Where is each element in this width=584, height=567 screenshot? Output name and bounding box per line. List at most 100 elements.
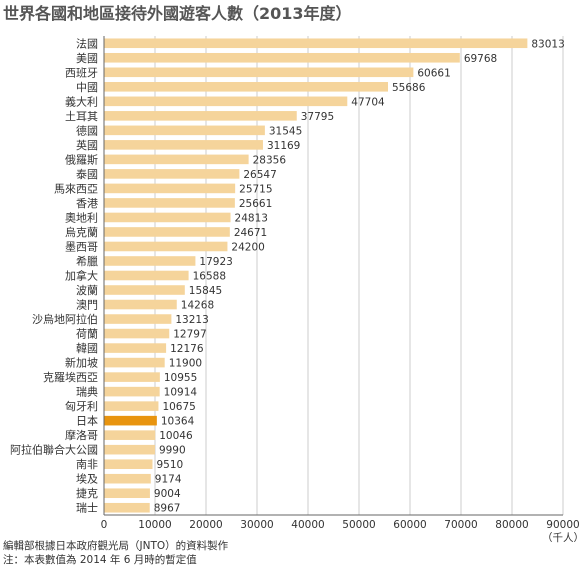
- bar: [104, 140, 263, 150]
- category-label: 波蘭: [76, 284, 98, 297]
- value-label: 9990: [159, 445, 186, 457]
- value-label: 13213: [175, 314, 208, 326]
- category-label: 烏克蘭: [65, 225, 98, 239]
- bar: [104, 270, 189, 281]
- source-note: 編輯部根據日本政府觀光局（JNTO）的資料製作: [3, 540, 229, 552]
- bar: [104, 430, 156, 440]
- bar: [104, 488, 150, 499]
- value-label: 55686: [392, 82, 426, 94]
- bar: [104, 473, 151, 484]
- x-tick-label: 0: [101, 519, 108, 531]
- x-axis-unit-label: （千人）: [542, 532, 584, 544]
- category-label: 日本: [76, 414, 98, 428]
- bar: [104, 285, 185, 295]
- bar: [104, 125, 265, 136]
- category-label: 俄羅斯: [65, 153, 98, 166]
- category-label: 阿拉伯聯合大公國: [10, 443, 98, 457]
- bar: [104, 212, 231, 223]
- value-label: 28356: [253, 154, 287, 166]
- value-label: 47704: [351, 96, 385, 108]
- value-label: 10675: [162, 401, 195, 413]
- category-label: 南非: [76, 458, 98, 471]
- value-label: 12176: [170, 343, 204, 355]
- x-tick-label: 40000: [291, 519, 324, 531]
- category-label: 澳門: [76, 299, 98, 312]
- x-tick-label: 70000: [444, 519, 477, 531]
- value-label: 25661: [239, 198, 272, 210]
- category-label: 克羅埃西亞: [43, 370, 98, 384]
- bar: [104, 183, 236, 194]
- category-label: 中國: [76, 81, 98, 94]
- category-label: 捷克: [76, 486, 98, 500]
- x-tick-label: 90000: [546, 519, 579, 531]
- category-label: 馬來西亞: [54, 182, 98, 195]
- category-label: 希臘: [76, 254, 98, 268]
- bar: [104, 198, 235, 208]
- bar: [104, 52, 460, 63]
- value-label: 9174: [155, 474, 182, 486]
- category-label: 韓國: [76, 342, 98, 355]
- value-label: 25715: [239, 183, 272, 195]
- value-label: 37795: [301, 111, 334, 123]
- value-label: 11900: [169, 358, 202, 370]
- footnote: 注：本表數值為 2014 年 6 月時的暫定值: [3, 554, 197, 566]
- category-label: 瑞士: [76, 501, 98, 515]
- value-label: 31545: [269, 125, 302, 137]
- value-label: 10046: [159, 430, 193, 442]
- value-label: 15845: [189, 285, 222, 297]
- bar: [104, 372, 160, 382]
- category-label: 泰國: [76, 167, 98, 181]
- bar: [104, 314, 172, 324]
- x-tick-label: 50000: [342, 519, 375, 531]
- category-label: 摩洛哥: [65, 428, 98, 442]
- bar: [104, 111, 297, 121]
- value-label: 12797: [173, 329, 206, 341]
- category-label: 墨西哥: [65, 240, 98, 253]
- bar: [104, 444, 155, 455]
- value-label: 14268: [181, 300, 214, 312]
- category-label: 義大利: [65, 94, 98, 108]
- value-label: 8967: [154, 503, 181, 515]
- category-label: 匈牙利: [65, 399, 98, 413]
- value-label: 69768: [464, 53, 497, 65]
- value-label: 10955: [164, 372, 197, 384]
- value-label: 17923: [199, 256, 232, 268]
- bar: [104, 343, 167, 353]
- value-label: 60661: [417, 67, 450, 79]
- category-label: 西班牙: [65, 66, 98, 79]
- category-label: 奧地利: [65, 211, 98, 224]
- category-label: 美國: [76, 52, 98, 65]
- bar: [104, 82, 388, 92]
- category-label: 加拿大: [65, 269, 98, 283]
- chart-title: 世界各國和地區接待外國遊客人數（2013年度）: [3, 4, 352, 23]
- category-label: 德國: [76, 123, 98, 137]
- category-label: 土耳其: [65, 110, 98, 123]
- bar: [104, 96, 348, 107]
- bar: [104, 38, 528, 49]
- bar-highlight: [104, 415, 157, 426]
- bar: [104, 386, 160, 397]
- value-label: 10364: [161, 416, 195, 428]
- value-label: 10914: [164, 387, 198, 399]
- value-label: 83013: [531, 38, 564, 50]
- x-tick-label: 30000: [240, 519, 273, 531]
- category-label: 瑞典: [76, 385, 98, 399]
- bar: [104, 357, 165, 368]
- bar: [104, 401, 159, 411]
- category-label: 荷蘭: [76, 328, 98, 341]
- bar: [104, 459, 153, 469]
- category-label: 埃及: [76, 472, 98, 486]
- x-tick-label: 20000: [189, 519, 222, 531]
- bar: [104, 256, 196, 266]
- bar: [104, 227, 230, 237]
- value-label: 31169: [267, 140, 300, 152]
- x-tick-label: 60000: [393, 519, 426, 531]
- value-label: 9004: [154, 488, 181, 500]
- value-label: 24200: [231, 241, 264, 253]
- bar: [104, 502, 150, 513]
- value-label: 26547: [243, 169, 276, 181]
- category-label: 沙烏地阿拉伯: [32, 312, 98, 326]
- x-tick-label: 10000: [138, 519, 171, 531]
- bar: [104, 154, 249, 165]
